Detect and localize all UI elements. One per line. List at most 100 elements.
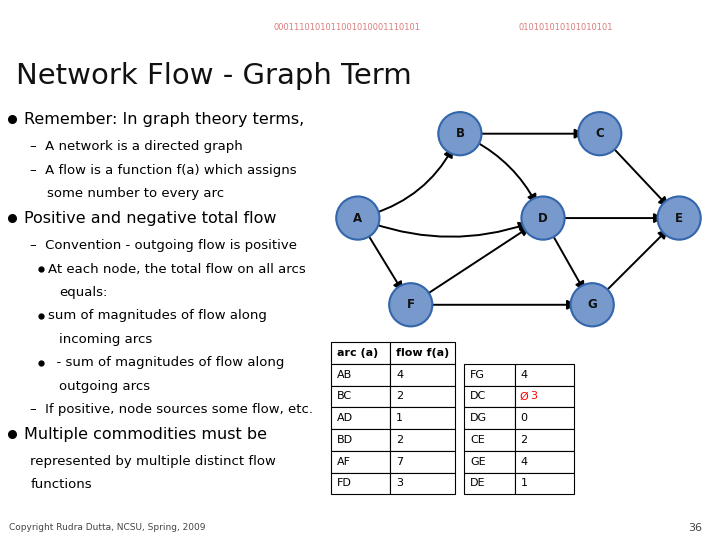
Text: DE: DE [470,478,486,489]
FancyBboxPatch shape [390,472,455,494]
Text: represented by multiple distinct flow: represented by multiple distinct flow [30,455,276,468]
Text: 4: 4 [396,370,403,380]
FancyArrowPatch shape [611,145,667,205]
Ellipse shape [657,197,701,240]
Text: 0: 0 [521,413,528,423]
FancyBboxPatch shape [464,429,515,451]
Text: 3: 3 [531,392,538,401]
Text: BD: BD [337,435,353,445]
Text: Network Flow - Graph Term: Network Flow - Graph Term [16,62,412,90]
FancyBboxPatch shape [515,386,574,407]
Text: AB: AB [337,370,352,380]
Text: equals:: equals: [59,286,107,299]
Text: FG: FG [470,370,485,380]
Text: arc (a): arc (a) [337,348,378,358]
Text: Remember: In graph theory terms,: Remember: In graph theory terms, [24,112,305,127]
Text: functions: functions [30,478,92,491]
Text: –  A network is a directed graph: – A network is a directed graph [30,140,243,153]
FancyBboxPatch shape [390,451,455,472]
Text: 7: 7 [396,457,403,467]
Text: C: C [595,127,604,140]
FancyArrowPatch shape [372,149,452,214]
FancyBboxPatch shape [464,451,515,472]
FancyBboxPatch shape [390,429,455,451]
FancyArrowPatch shape [474,140,536,202]
Text: GE: GE [470,457,486,467]
Ellipse shape [438,112,482,156]
Text: F: F [407,298,415,311]
FancyBboxPatch shape [515,364,574,386]
Text: 010101010101010101: 010101010101010101 [518,23,613,32]
FancyBboxPatch shape [464,386,515,407]
Text: AD: AD [337,413,353,423]
FancyBboxPatch shape [331,386,390,407]
FancyBboxPatch shape [390,386,455,407]
FancyArrowPatch shape [372,223,526,237]
Ellipse shape [571,283,614,326]
Text: G: G [588,298,597,311]
Text: AF: AF [337,457,351,467]
Text: FD: FD [337,478,352,489]
Text: 4: 4 [521,370,528,380]
Text: 36: 36 [688,523,702,533]
FancyArrowPatch shape [551,231,584,289]
Ellipse shape [389,283,432,326]
Text: incoming arcs: incoming arcs [59,333,153,346]
Text: D: D [538,212,548,225]
FancyBboxPatch shape [464,364,515,386]
Text: 4: 4 [521,457,528,467]
Text: 2: 2 [396,392,403,401]
FancyBboxPatch shape [331,407,390,429]
Text: 2: 2 [521,435,528,445]
FancyArrowPatch shape [475,130,582,138]
Text: Multiple commodities must be: Multiple commodities must be [24,427,268,442]
Text: Positive and negative total flow: Positive and negative total flow [24,211,277,226]
Text: DC: DC [470,392,487,401]
FancyArrowPatch shape [426,301,575,309]
Text: –  A flow is a function f(a) which assigns: – A flow is a function f(a) which assign… [30,164,297,177]
Text: Copyright Rudra Dutta, NCSU, Spring, 2009: Copyright Rudra Dutta, NCSU, Spring, 200… [9,523,205,532]
Text: UNIVERSITY: UNIVERSITY [107,9,193,23]
FancyBboxPatch shape [515,451,574,472]
FancyBboxPatch shape [515,472,574,494]
Text: Department of Computer Science: Department of Computer Science [13,34,177,44]
Ellipse shape [578,112,621,156]
FancyBboxPatch shape [464,472,515,494]
Ellipse shape [521,197,564,240]
FancyBboxPatch shape [464,407,515,429]
FancyBboxPatch shape [331,364,390,386]
Text: A: A [354,212,362,225]
FancyBboxPatch shape [331,429,390,451]
Text: 0001110101011001010001110101: 0001110101011001010001110101 [274,23,420,32]
Text: 3: 3 [396,478,403,489]
Ellipse shape [336,197,379,240]
Text: sum of magnitudes of flow along: sum of magnitudes of flow along [48,309,267,322]
Text: Ø: Ø [519,392,528,401]
Text: flow f(a): flow f(a) [396,348,449,358]
Text: –  Convention - outgoing flow is positive: – Convention - outgoing flow is positive [30,239,297,252]
FancyArrowPatch shape [558,214,662,222]
FancyBboxPatch shape [515,429,574,451]
FancyBboxPatch shape [331,472,390,494]
FancyBboxPatch shape [390,342,455,364]
Text: CE: CE [470,435,485,445]
Text: 1: 1 [396,413,403,423]
Text: E: E [675,212,683,225]
FancyBboxPatch shape [390,364,455,386]
FancyBboxPatch shape [390,407,455,429]
FancyBboxPatch shape [331,342,390,364]
Text: BC: BC [337,392,352,401]
Text: 1: 1 [521,478,528,489]
FancyArrowPatch shape [366,231,402,290]
FancyArrowPatch shape [423,228,528,296]
Text: At each node, the total flow on all arcs: At each node, the total flow on all arcs [48,262,306,275]
Text: outgoing arcs: outgoing arcs [59,380,150,393]
FancyBboxPatch shape [515,407,574,429]
Text: B: B [456,127,464,140]
FancyArrowPatch shape [603,231,667,294]
Text: some number to every arc: some number to every arc [47,187,224,200]
Text: –  If positive, node sources some flow, etc.: – If positive, node sources some flow, e… [30,403,313,416]
Text: DG: DG [470,413,487,423]
Text: NC STATE: NC STATE [13,9,87,23]
Text: - sum of magnitudes of flow along: - sum of magnitudes of flow along [48,356,284,369]
